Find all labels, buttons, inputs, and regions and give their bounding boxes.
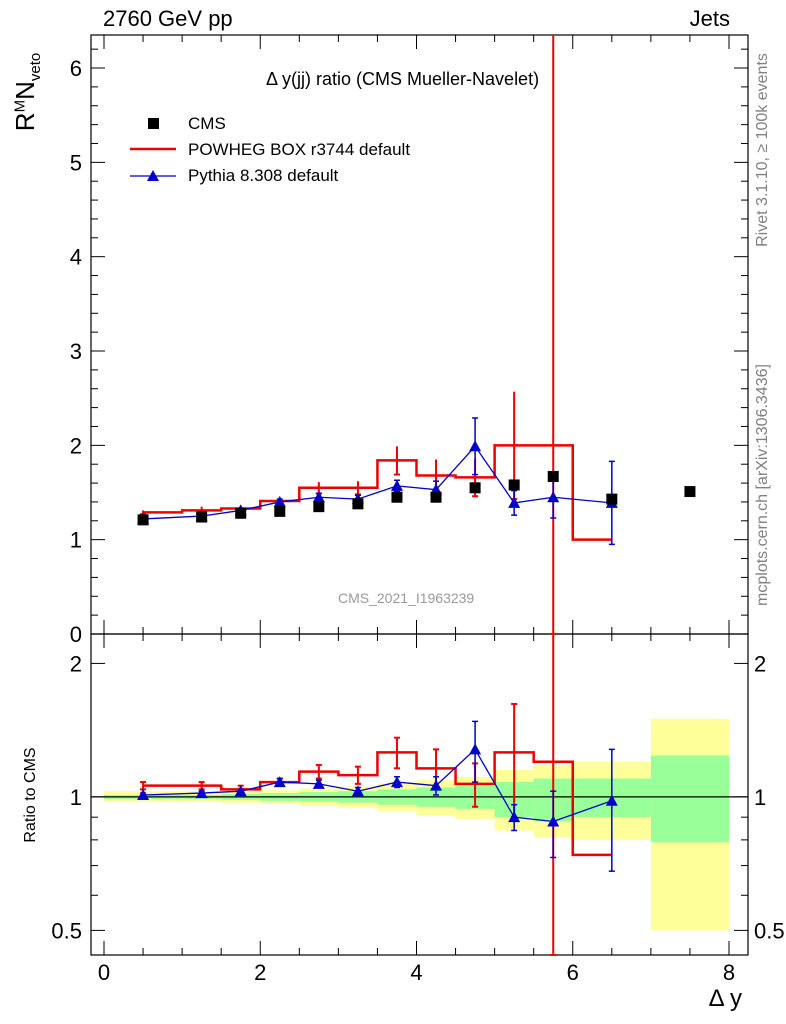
pythia-point	[469, 440, 482, 452]
x-tick-label: 0	[98, 960, 110, 985]
cms-data-point	[196, 511, 208, 523]
legend-marker-cms	[148, 118, 159, 129]
ratio-y-tick-label-right: 1	[754, 785, 766, 810]
pythia-point	[390, 479, 403, 491]
cms-data-point	[352, 498, 364, 510]
pythia-point	[469, 743, 482, 755]
cms-data-point	[547, 470, 559, 482]
pythia-point	[312, 491, 325, 503]
pythia-curve	[143, 748, 613, 823]
uncertainty-band-inner	[650, 755, 729, 843]
x-tick-label: 8	[723, 960, 735, 985]
x-tick-label: 4	[410, 960, 422, 985]
pythia-point	[273, 495, 286, 507]
header-process-label: Jets	[689, 6, 730, 31]
ratio-y-tick-label: 0.5	[51, 918, 82, 943]
x-tick-label: 6	[567, 960, 579, 985]
pythia-point	[390, 776, 403, 788]
cms-data-point	[508, 479, 520, 491]
pythia-point	[273, 776, 286, 788]
pythia-point	[234, 785, 247, 797]
main-y-tick-label: 4	[70, 245, 82, 270]
ratio-y-tick-label-right: 0.5	[754, 918, 785, 943]
main-y-tick-label: 3	[70, 339, 82, 364]
pythia-curve	[143, 445, 612, 520]
plot-title: Δ y(jj) ratio (CMS Mueller-Navelet)	[266, 69, 540, 89]
main-y-tick-label: 5	[70, 150, 82, 175]
analysis-watermark: CMS_2021_I1963239	[338, 590, 475, 606]
cms-data-point	[313, 501, 325, 513]
main-plot-frame	[90, 34, 749, 635]
legend-marker-pythia	[147, 170, 159, 181]
cms-data-point	[606, 493, 618, 505]
ratio-y-tick-label: 1	[70, 785, 82, 810]
pythia-point	[547, 815, 560, 827]
main-y-tick-label: 6	[70, 56, 82, 81]
header-energy-label: 2760 GeV pp	[103, 6, 233, 31]
legend-label-cms: CMS	[188, 114, 226, 133]
x-tick-label: 2	[254, 960, 266, 985]
cms-data-point	[469, 482, 481, 494]
cms-data-point	[137, 514, 149, 526]
cms-data-point	[430, 491, 442, 503]
ratio-y-tick-label: 2	[70, 651, 82, 676]
ratio-y-tick-label-right: 2	[754, 651, 766, 676]
ratio-plot-frame	[90, 633, 749, 956]
legend-label-powheg: POWHEG BOX r3744 default	[188, 140, 411, 159]
x-axis-label: Δ y	[708, 985, 742, 1012]
main-y-tick-label: 2	[70, 433, 82, 458]
pythia-point	[605, 794, 618, 806]
pythia-point	[508, 496, 521, 508]
legend-label-pythia: Pythia 8.308 default	[188, 166, 339, 185]
pythia-point	[508, 811, 521, 823]
cms-data-point	[391, 491, 403, 503]
cms-data-point	[235, 507, 247, 519]
pythia-point	[195, 787, 208, 799]
pythia-point	[351, 785, 364, 797]
cms-data-point	[684, 486, 696, 498]
pythia-point	[547, 491, 560, 503]
pythia-point	[430, 779, 443, 791]
main-y-tick-label: 0	[70, 622, 82, 647]
pythia-point	[312, 777, 325, 789]
powheg-curve	[143, 444, 612, 541]
main-y-tick-label: 1	[70, 528, 82, 553]
cms-data-point	[274, 505, 286, 517]
pythia-point	[137, 788, 150, 800]
